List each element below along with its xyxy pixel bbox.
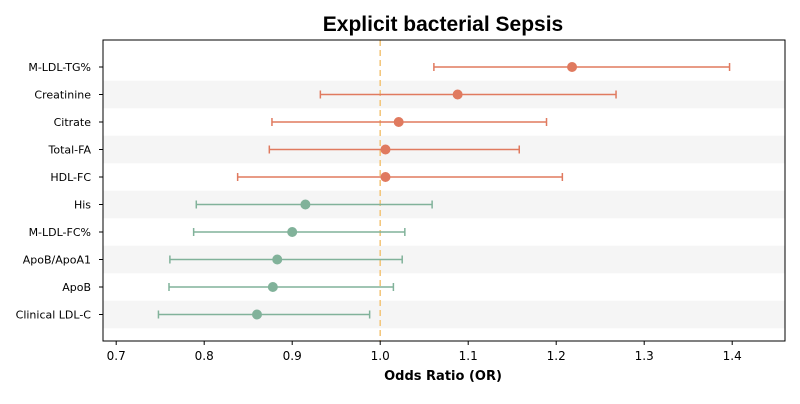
x-tick-label: 0.9 [283,349,302,363]
category-label: M-LDL-FC% [29,226,91,239]
category-label: HDL-FC [50,171,91,184]
x-axis-label: Odds Ratio (OR) [384,369,502,384]
x-tick-label: 1.2 [547,349,566,363]
point-estimate [380,144,391,155]
y-axis: M-LDL-TG% Creatinine Citrate Total-FA HDL-FC… [16,61,103,322]
point-estimate [567,62,578,72]
category-label: His [74,199,91,212]
category-label: ApoB [62,281,91,294]
plot-frame [102,39,786,342]
x-tick-label: 0.7 [107,349,126,363]
category-label: Total-FA [47,144,91,157]
x-axis: 0.7 0.8 0.9 1.0 1.1 1.2 1.3 1.4 [107,341,742,363]
point-estimates [252,62,578,320]
point-estimate [380,172,391,182]
x-tick-label: 1.4 [723,349,742,363]
x-tick-label: 1.0 [371,349,390,363]
x-tick-label: 1.1 [459,349,478,363]
point-estimate [300,199,311,210]
point-estimate [452,89,463,100]
category-label: ApoB/ApoA1 [23,254,91,267]
point-estimate [272,254,283,265]
category-label: Creatinine [34,89,91,102]
x-tick-label: 1.3 [635,349,654,363]
point-estimate [267,282,278,292]
chart-title: Explicit bacterial Sepsis [323,13,563,36]
x-tick-label: 0.8 [195,349,214,363]
category-label: M-LDL-TG% [28,61,91,74]
category-label: Citrate [54,116,92,129]
category-label: Clinical LDL-C [16,309,92,322]
point-estimate [252,309,262,320]
point-estimate [287,227,298,237]
point-estimate [393,117,404,127]
error-bars [157,63,731,319]
